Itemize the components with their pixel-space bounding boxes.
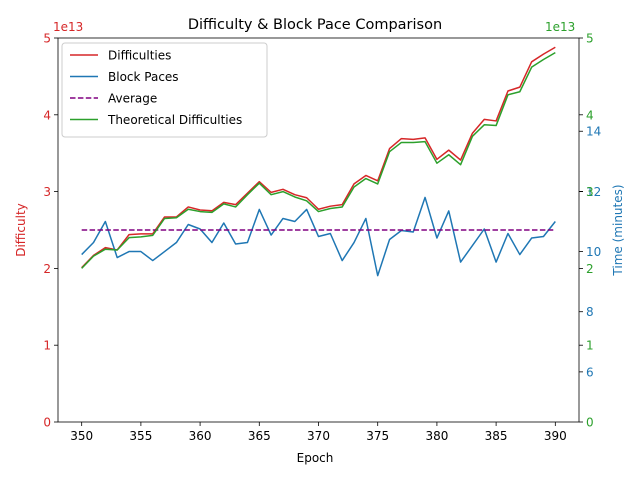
right-inner-tick-label: 6 <box>586 365 594 379</box>
legend-label: Difficulties <box>108 49 171 63</box>
plot-lines <box>81 46 556 277</box>
right-inner-tick-label: 10 <box>586 245 601 259</box>
left-axis-offset-text: 1e13 <box>53 20 83 34</box>
x-tick-label: 360 <box>189 429 212 443</box>
right-axis-offset-text: 1e13 <box>545 20 575 34</box>
legend-label: Average <box>108 92 157 106</box>
x-axis-label: Epoch <box>297 451 334 465</box>
left-tick-label: 3 <box>43 185 51 199</box>
right-outer-tick-label: 2 <box>586 262 594 276</box>
legend-label: Block Paces <box>108 70 179 84</box>
right-inner-tick-label: 12 <box>586 185 601 199</box>
left-tick-label: 5 <box>43 32 51 46</box>
x-tick-label: 355 <box>129 429 152 443</box>
right-outer-tick-label: 4 <box>586 108 594 122</box>
right-outer-tick-label: 0 <box>586 416 594 430</box>
left-axis-label: Difficulty <box>14 203 28 257</box>
legend-label: Theoretical Difficulties <box>107 113 242 127</box>
left-tick-label: 2 <box>43 262 51 276</box>
legend-box <box>61 42 268 138</box>
right-axis-label: Time (minutes) <box>611 184 625 276</box>
left-tick-label: 0 <box>43 416 51 430</box>
x-tick-label: 370 <box>307 429 330 443</box>
x-tick-label: 390 <box>544 429 567 443</box>
right-outer-tick-label: 3 <box>586 185 594 199</box>
x-tick-label: 375 <box>366 429 389 443</box>
right-inner-tick-label: 14 <box>586 125 601 139</box>
right-outer-tick-label: 1 <box>586 339 594 353</box>
legend: Difficulties Block Paces Average Theoretica… <box>61 42 268 138</box>
right-inner-tick-label: 8 <box>586 305 594 319</box>
right-outer-tick-label: 5 <box>586 32 594 46</box>
x-tick-label: 365 <box>248 429 271 443</box>
series-line-difficulties <box>81 46 556 269</box>
x-tick-label: 380 <box>425 429 448 443</box>
series-line-theoretical-difficulties <box>81 51 556 269</box>
chart-title: Difficulty & Block Pace Comparison <box>188 17 442 33</box>
axes: 350 355 360 365 370 375 380 385 3900123456810121… <box>43 32 601 444</box>
series-line-block-paces <box>81 196 556 277</box>
left-tick-label: 1 <box>43 339 51 353</box>
x-tick-label: 350 <box>70 429 93 443</box>
left-tick-label: 4 <box>43 108 51 122</box>
x-tick-label: 385 <box>485 429 508 443</box>
